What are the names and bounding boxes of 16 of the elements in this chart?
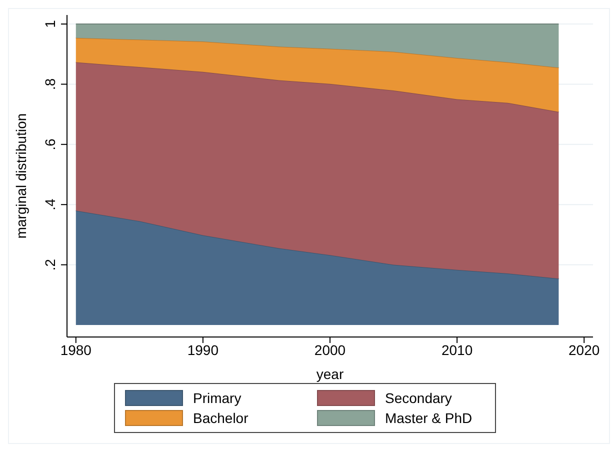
x-tick-label: 2000	[314, 342, 346, 358]
legend-label: Primary	[193, 390, 242, 406]
legend-label: Secondary	[385, 390, 453, 406]
x-tick-label: 2020	[568, 342, 600, 358]
y-tick-label: .4	[42, 198, 58, 210]
y-tick-label: .8	[42, 78, 58, 90]
x-tick-label: 1980	[60, 342, 92, 358]
x-tick-label: 2010	[441, 342, 473, 358]
x-axis-title: year	[316, 366, 344, 382]
y-axis-title: marginal distribution	[12, 113, 29, 239]
legend-label: Bachelor	[193, 410, 250, 426]
y-tick-label: 1	[42, 20, 58, 28]
y-tick-label: .2	[42, 258, 58, 271]
x-tick-label: 1990	[187, 342, 219, 358]
legend-label: Master & PhD	[385, 410, 474, 426]
y-tick-label: .6	[42, 138, 58, 150]
